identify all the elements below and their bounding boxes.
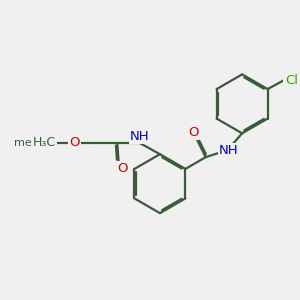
Text: methyl: methyl	[14, 138, 53, 148]
Text: Cl: Cl	[285, 74, 298, 87]
Text: NH: NH	[219, 144, 239, 157]
Text: O: O	[69, 136, 80, 149]
Text: NH: NH	[130, 130, 149, 143]
Text: H₃C: H₃C	[33, 136, 56, 149]
Text: O: O	[188, 126, 198, 139]
Text: O: O	[117, 162, 128, 175]
